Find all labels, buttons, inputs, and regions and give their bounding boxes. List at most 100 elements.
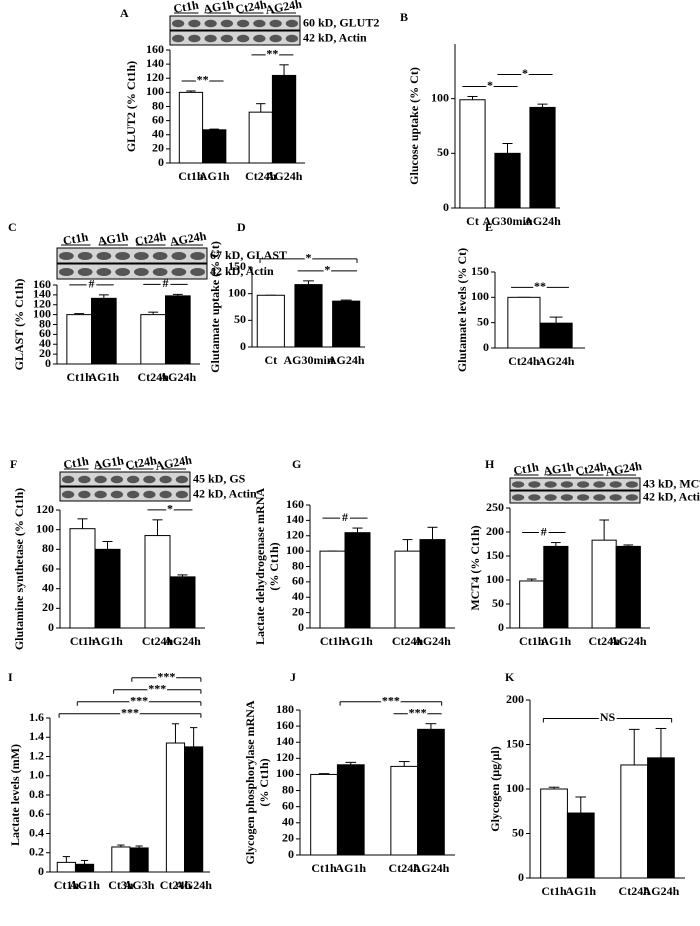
blot-band [220,19,233,28]
y-axis-label: Glutamate levels (% Ct) [455,248,469,372]
y-tick-label: 60 [39,326,51,340]
x-tick-label: AG24h [159,370,196,384]
y-tick-label: 1.2 [29,748,44,762]
blot-band [190,252,205,260]
x-tick-label: AG1h [92,634,123,648]
y-tick-label: 20 [282,831,294,845]
bar [566,812,595,879]
y-tick-label: 100 [471,289,489,303]
y-tick-label: 0.8 [29,787,44,801]
y-tick-label: 120 [33,297,51,311]
x-tick-label: AG1h [199,169,230,183]
blot-band [544,481,557,488]
y-tick-label: 50 [437,145,449,159]
blot-band [96,268,112,276]
significance-label: * [487,78,493,92]
y-tick-label: 160 [276,718,294,732]
y-tick-label: 20 [39,346,51,360]
y-tick-label: 100 [36,521,54,535]
x-tick-label: Ct24h [588,634,620,648]
significance-label: # [342,510,348,524]
blot-band [171,252,187,260]
blot-band [285,34,298,43]
bar [417,728,445,856]
y-tick-label: 0 [298,620,304,634]
band-label: 42 kD, Actin [303,30,367,44]
y-tick-label: 0 [48,620,54,634]
y-tick-label: 200 [506,692,524,706]
bar [69,528,96,629]
y-axis-label: GLAST (% Ct1h) [12,279,26,371]
bar [111,846,131,873]
significance-label: ** [266,47,278,61]
x-tick-label: Ct1h [54,878,80,892]
x-tick-label: AG24h [538,354,575,368]
bar [336,764,365,856]
x-tick-label: AG24h [414,634,451,648]
blot-band [62,475,75,484]
x-tick-label: AG24h [328,353,365,367]
y-tick-label: 150 [506,736,524,750]
x-tick-label: AG24h [643,884,680,898]
lane-label: Ct24h [134,229,168,248]
y-axis-label: (% Ct1h) [257,758,271,806]
blot-band [143,475,156,484]
y-tick-label: 200 [486,524,504,538]
x-tick-label: Ct [466,214,479,228]
y-tick-label: 0 [443,200,449,214]
y-tick-label: 60 [42,561,54,575]
y-tick-label: 0.4 [29,825,44,839]
blot-band [609,481,622,488]
y-tick-label: 40 [282,815,294,829]
blot-band [127,490,140,499]
blot-band [172,19,185,28]
bar [248,111,273,164]
blot-band [269,34,282,43]
blot-row [59,471,191,487]
y-tick-label: 0.2 [29,845,44,859]
panel-letter: D [237,220,246,234]
y-axis-label: Glycogen (µg/µl) [488,746,502,831]
x-tick-label: AG24h [524,214,561,228]
bar [459,99,486,209]
y-tick-label: 100 [276,766,294,780]
panel-letter: J [290,670,296,684]
y-tick-label: 80 [152,98,164,112]
blot-band [204,19,217,28]
panel-letter: B [400,10,408,24]
x-tick-label: Ct1h [541,884,567,898]
y-tick-label: 100 [486,572,504,586]
significance-label: *** [121,706,139,720]
blot-row [169,15,301,31]
lane-label: Ct24h [574,459,608,478]
blot-band [152,268,168,276]
blot-band [127,475,140,484]
y-tick-label: 0 [158,155,164,169]
y-tick-label: 160 [146,42,164,56]
panel-letter: H [485,457,495,471]
y-tick-label: 50 [492,596,504,610]
bar [164,295,191,365]
blot-row [509,490,641,504]
x-tick-label: AG1h [541,634,572,648]
y-tick-label: 150 [228,259,246,273]
y-tick-label: 100 [506,781,524,795]
y-tick-label: 0.6 [29,806,44,820]
y-tick-label: 60 [282,798,294,812]
y-tick-label: 100 [33,306,51,320]
bar [56,861,76,873]
bar [507,296,541,349]
y-tick-label: 80 [39,316,51,330]
blot-band [560,481,573,488]
x-tick-label: AG24h [610,634,647,648]
blot-row [56,247,208,264]
blot-band [115,268,130,276]
significance-label: * [306,251,312,265]
blot-row [59,486,191,502]
blot-band [577,494,590,501]
x-tick-label: AG1h [342,634,373,648]
x-tick-label: Ct24h [142,634,174,648]
blot-band [625,481,638,488]
bar [543,545,569,629]
